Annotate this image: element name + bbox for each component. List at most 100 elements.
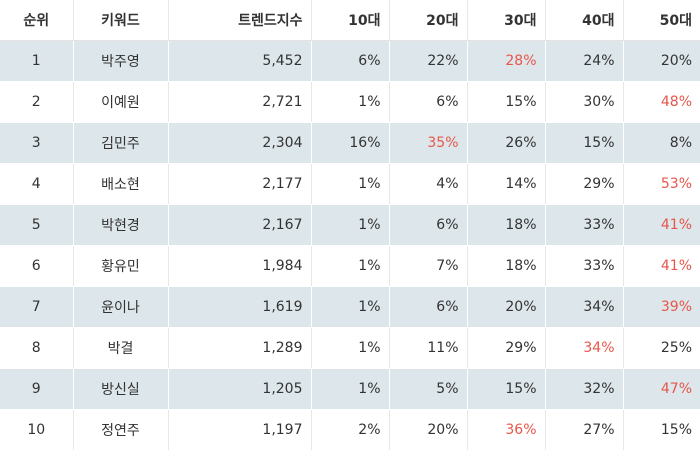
cell-age-30: 36%: [466, 409, 545, 451]
cell-age-40: 29%: [544, 163, 623, 205]
cell-keyword: 이예원: [72, 81, 168, 123]
header-age-50: 50대: [622, 0, 700, 41]
header-age-40: 40대: [544, 0, 623, 41]
cell-age-20: 6%: [388, 286, 467, 328]
cell-age-10: 1%: [310, 163, 389, 205]
cell-rank: 3: [0, 122, 73, 164]
cell-keyword: 박결: [72, 327, 168, 369]
cell-rank: 8: [0, 327, 73, 369]
cell-trend-index: 2,167: [167, 204, 311, 246]
table-row: 2 이예원 2,721 1% 6% 15% 30% 48%: [0, 81, 700, 123]
cell-rank: 10: [0, 409, 73, 451]
cell-age-20: 6%: [388, 204, 467, 246]
cell-age-10: 1%: [310, 204, 389, 246]
cell-age-50: 8%: [622, 122, 700, 164]
cell-trend-index: 1,289: [167, 327, 311, 369]
cell-trend-index: 1,197: [167, 409, 311, 451]
cell-age-10: 1%: [310, 81, 389, 123]
cell-trend-index: 2,304: [167, 122, 311, 164]
header-trend: 트렌드지수: [167, 0, 311, 41]
cell-age-40: 30%: [544, 81, 623, 123]
cell-age-40: 24%: [544, 40, 623, 82]
cell-keyword: 방신실: [72, 368, 168, 410]
cell-trend-index: 5,452: [167, 40, 311, 82]
cell-age-40: 34%: [544, 286, 623, 328]
header-age-20: 20대: [388, 0, 467, 41]
cell-age-40: 32%: [544, 368, 623, 410]
cell-age-50: 41%: [622, 245, 700, 287]
cell-age-10: 1%: [310, 368, 389, 410]
cell-rank: 5: [0, 204, 73, 246]
cell-age-30: 15%: [466, 81, 545, 123]
cell-age-40: 34%: [544, 327, 623, 369]
cell-age-30: 18%: [466, 204, 545, 246]
cell-age-20: 20%: [388, 409, 467, 451]
cell-age-10: 2%: [310, 409, 389, 451]
cell-age-50: 25%: [622, 327, 700, 369]
cell-age-50: 53%: [622, 163, 700, 205]
cell-rank: 4: [0, 163, 73, 205]
table-row: 6 황유민 1,984 1% 7% 18% 33% 41%: [0, 245, 700, 287]
cell-age-30: 20%: [466, 286, 545, 328]
table-row: 1 박주영 5,452 6% 22% 28% 24% 20%: [0, 40, 700, 82]
cell-age-20: 4%: [388, 163, 467, 205]
header-age-30: 30대: [466, 0, 545, 41]
cell-trend-index: 2,721: [167, 81, 311, 123]
cell-age-20: 7%: [388, 245, 467, 287]
cell-age-20: 6%: [388, 81, 467, 123]
cell-age-30: 15%: [466, 368, 545, 410]
cell-age-50: 39%: [622, 286, 700, 328]
table-row: 7 윤이나 1,619 1% 6% 20% 34% 39%: [0, 286, 700, 328]
header-rank: 순위: [0, 0, 73, 41]
cell-rank: 2: [0, 81, 73, 123]
cell-rank: 9: [0, 368, 73, 410]
cell-keyword: 배소현: [72, 163, 168, 205]
cell-age-10: 1%: [310, 327, 389, 369]
cell-age-30: 26%: [466, 122, 545, 164]
table-row: 5 박현경 2,167 1% 6% 18% 33% 41%: [0, 204, 700, 246]
table-row: 3 김민주 2,304 16% 35% 26% 15% 8%: [0, 122, 700, 164]
cell-age-30: 29%: [466, 327, 545, 369]
cell-age-20: 22%: [388, 40, 467, 82]
cell-keyword: 김민주: [72, 122, 168, 164]
cell-rank: 1: [0, 40, 73, 82]
cell-age-50: 20%: [622, 40, 700, 82]
cell-age-20: 11%: [388, 327, 467, 369]
cell-keyword: 정연주: [72, 409, 168, 451]
cell-age-30: 18%: [466, 245, 545, 287]
cell-age-20: 35%: [388, 122, 467, 164]
cell-age-10: 1%: [310, 245, 389, 287]
cell-keyword: 황유민: [72, 245, 168, 287]
header-row: 순위 키워드 트렌드지수 10대 20대 30대 40대 50대: [0, 0, 700, 41]
table-row: 8 박결 1,289 1% 11% 29% 34% 25%: [0, 327, 700, 369]
cell-trend-index: 2,177: [167, 163, 311, 205]
cell-age-50: 47%: [622, 368, 700, 410]
cell-age-50: 15%: [622, 409, 700, 451]
table-row: 4 배소현 2,177 1% 4% 14% 29% 53%: [0, 163, 700, 205]
cell-trend-index: 1,205: [167, 368, 311, 410]
cell-trend-index: 1,984: [167, 245, 311, 287]
table-row: 9 방신실 1,205 1% 5% 15% 32% 47%: [0, 368, 700, 410]
cell-age-30: 14%: [466, 163, 545, 205]
cell-keyword: 윤이나: [72, 286, 168, 328]
table-row: 10 정연주 1,197 2% 20% 36% 27% 15%: [0, 409, 700, 451]
cell-age-40: 33%: [544, 204, 623, 246]
header-age-10: 10대: [310, 0, 389, 41]
cell-rank: 7: [0, 286, 73, 328]
cell-age-10: 6%: [310, 40, 389, 82]
cell-trend-index: 1,619: [167, 286, 311, 328]
cell-age-20: 5%: [388, 368, 467, 410]
table-body: 1 박주영 5,452 6% 22% 28% 24% 20% 2 이예원 2,721 1% 6% 15% 3…: [0, 40, 700, 451]
cell-age-40: 33%: [544, 245, 623, 287]
cell-age-10: 16%: [310, 122, 389, 164]
cell-age-10: 1%: [310, 286, 389, 328]
cell-keyword: 박주영: [72, 40, 168, 82]
cell-age-50: 41%: [622, 204, 700, 246]
cell-age-50: 48%: [622, 81, 700, 123]
cell-age-40: 15%: [544, 122, 623, 164]
cell-age-40: 27%: [544, 409, 623, 451]
header-keyword: 키워드: [72, 0, 168, 41]
cell-rank: 6: [0, 245, 73, 287]
cell-age-30: 28%: [466, 40, 545, 82]
